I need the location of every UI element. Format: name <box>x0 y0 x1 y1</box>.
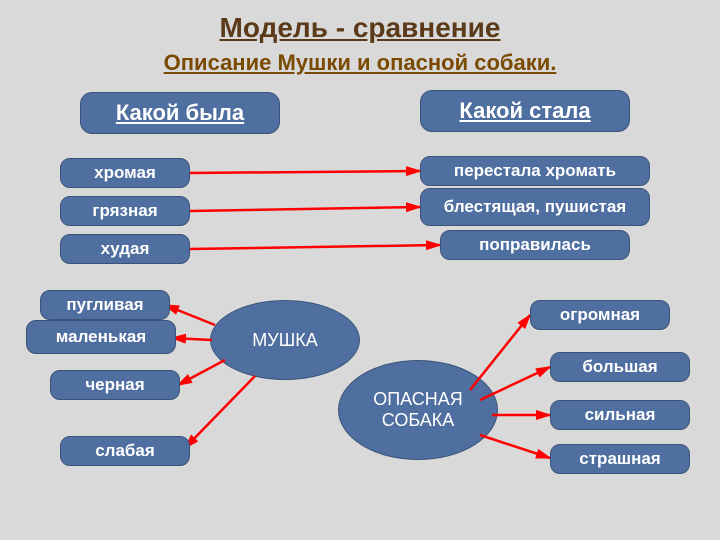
became-attr-1: блестящая, пушистая <box>420 188 650 226</box>
was-attr-1: грязная <box>60 196 190 226</box>
mushka-attr-0: пугливая <box>40 290 170 320</box>
header-became: Какой стала <box>420 90 630 132</box>
dog-attr-2: сильная <box>550 400 690 430</box>
header-was-label: Какой была <box>116 101 244 124</box>
dog-attr-0: огромная <box>530 300 670 330</box>
ellipse-mushka: МУШКА <box>210 300 360 380</box>
mushka-attr-1: маленькая <box>26 320 176 354</box>
header-became-label: Какой стала <box>459 99 590 122</box>
was-attr-0: хромая <box>60 158 190 188</box>
header-was: Какой была <box>80 92 280 134</box>
was-attr-2: худая <box>60 234 190 264</box>
ellipse-mushka-label: МУШКА <box>252 330 317 351</box>
became-attr-2: поправилась <box>440 230 630 260</box>
dog-attr-3: страшная <box>550 444 690 474</box>
ellipse-dog-label: ОПАСНАЯ СОБАКА <box>339 389 497 431</box>
mushka-attr-3: слабая <box>60 436 190 466</box>
main-title: Модель - сравнение <box>0 12 720 44</box>
became-attr-0: перестала хромать <box>420 156 650 186</box>
sub-title: Описание Мушки и опасной собаки. <box>0 50 720 76</box>
ellipse-dog: ОПАСНАЯ СОБАКА <box>338 360 498 460</box>
mushka-attr-2: черная <box>50 370 180 400</box>
dog-attr-1: большая <box>550 352 690 382</box>
